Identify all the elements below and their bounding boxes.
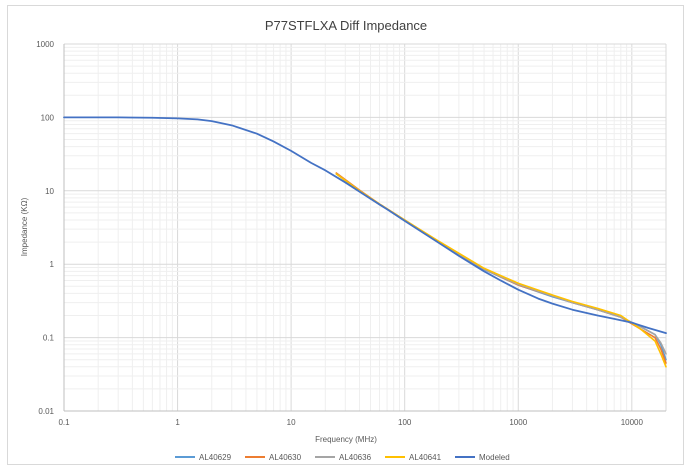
grid-layer <box>63 43 667 412</box>
legend-label: AL40641 <box>409 453 442 462</box>
legend: AL40629 AL40630 AL40636 AL40641 Modeled <box>175 453 510 462</box>
legend-label: AL40630 <box>269 453 302 462</box>
legend-item: AL40630 <box>245 453 302 462</box>
series-line-modeled <box>63 116 667 335</box>
legend-item: AL40636 <box>315 453 372 462</box>
x-tick-label: 1000 <box>509 418 527 427</box>
y-axis-title: Impedance (KΩ) <box>20 197 29 256</box>
legend-item: Modeled <box>455 453 510 462</box>
y-tick-label: 1 <box>50 260 55 269</box>
y-tick-label: 0.1 <box>43 334 55 343</box>
x-tick-label: 10 <box>287 418 296 427</box>
axis-layer: 0.1 1 10 100 1000 10000 0.01 0.1 1 10 100 1000 <box>36 40 666 427</box>
x-axis-title: Frequency (MHz) <box>315 435 377 444</box>
x-tick-label: 0.1 <box>58 418 70 427</box>
legend-label: AL40629 <box>199 453 232 462</box>
chart-frame: P77STFLXA Diff Impedance 0.1 1 10 100 1000 10… <box>7 5 684 465</box>
legend-item: AL40641 <box>385 453 442 462</box>
impedance-chart: P77STFLXA Diff Impedance 0.1 1 10 100 1000 10… <box>20 18 667 462</box>
legend-label: Modeled <box>479 453 510 462</box>
x-tick-label: 1 <box>175 418 180 427</box>
y-tick-label: 1000 <box>36 40 54 49</box>
y-tick-label: 0.01 <box>38 407 54 416</box>
x-tick-label: 100 <box>398 418 412 427</box>
series-layer <box>63 116 667 368</box>
y-tick-label: 10 <box>45 187 54 196</box>
y-tick-label: 100 <box>41 113 55 122</box>
chart-title: P77STFLXA Diff Impedance <box>265 18 427 33</box>
x-tick-label: 10000 <box>621 418 644 427</box>
legend-label: AL40636 <box>339 453 372 462</box>
legend-item: AL40629 <box>175 453 232 462</box>
